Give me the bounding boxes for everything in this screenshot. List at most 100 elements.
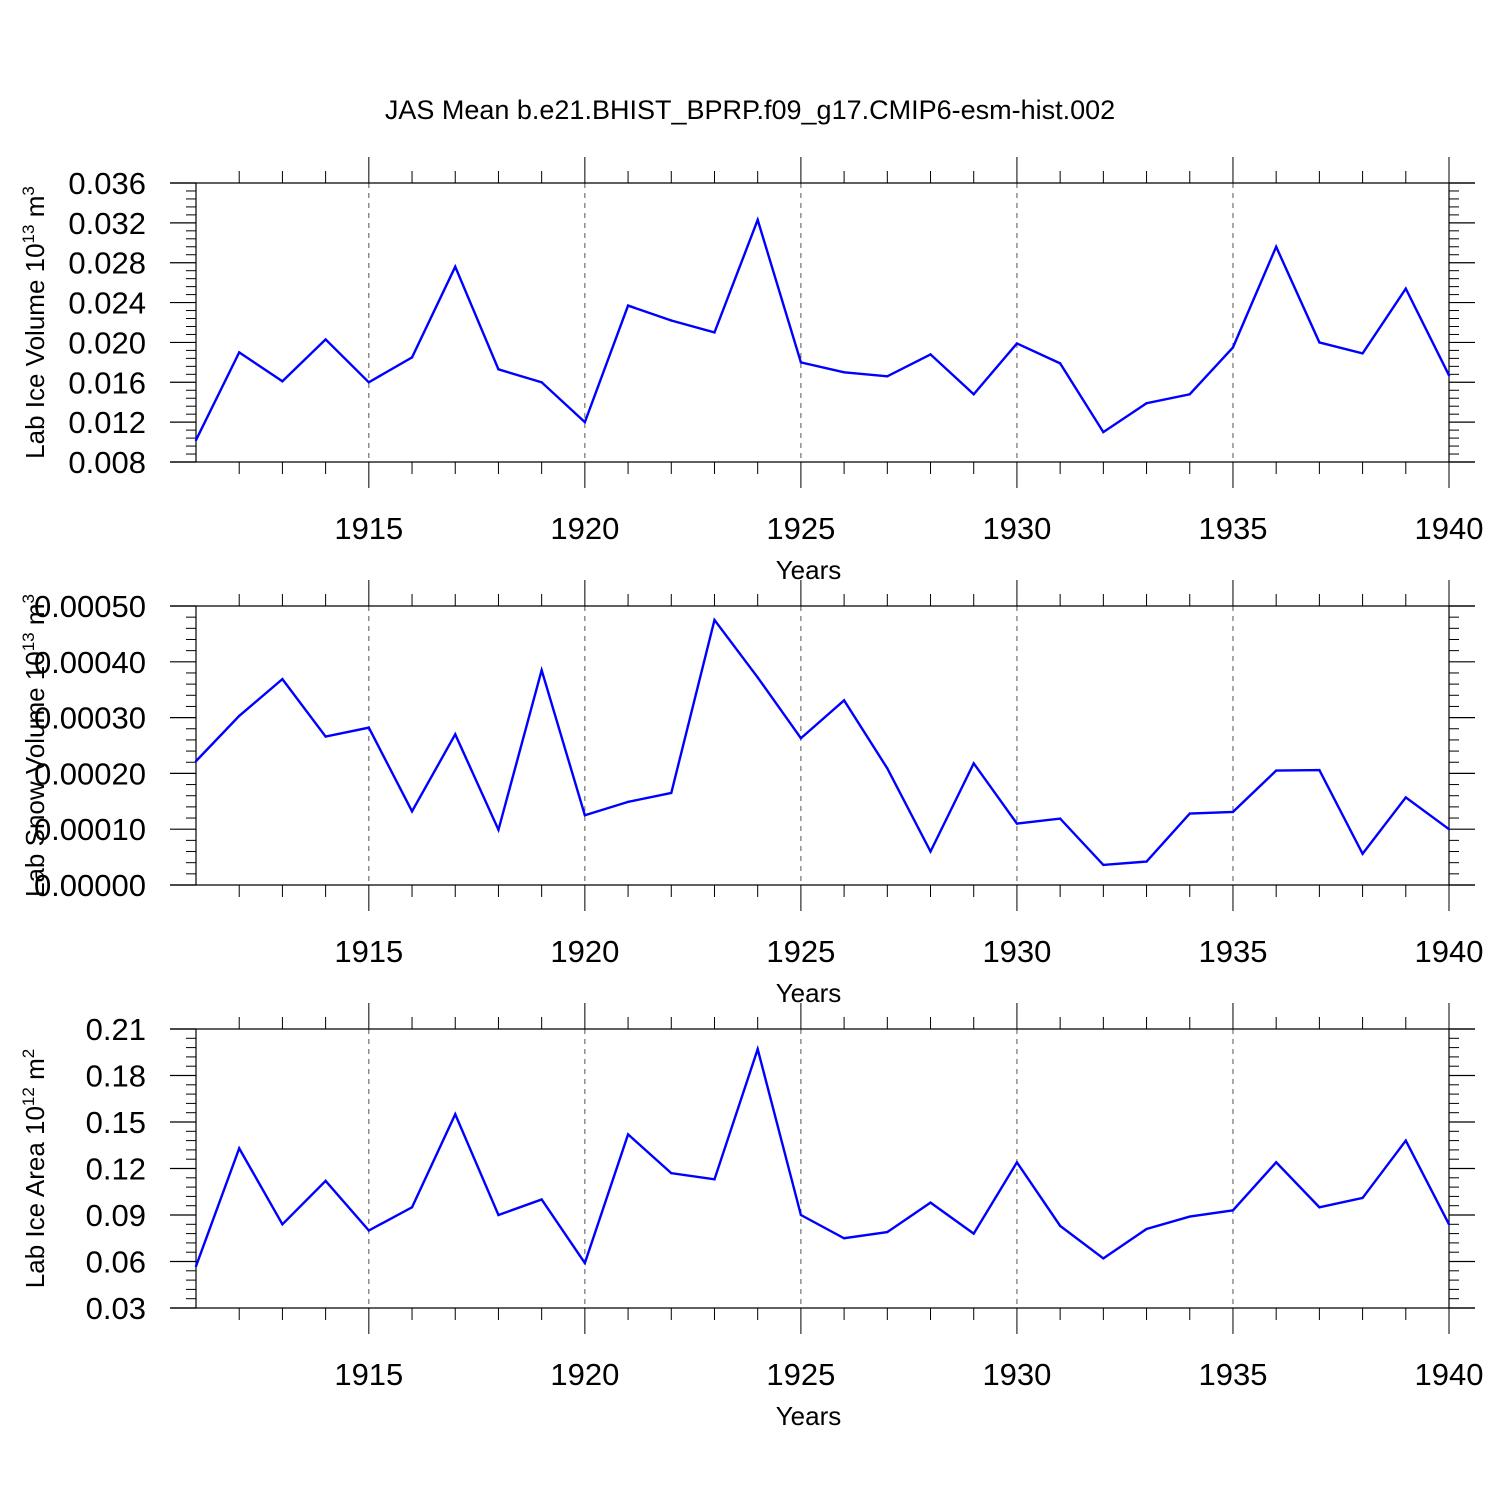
chart-panel-2: 0.00000 0.00010 0.00020 0.00030 0.00040 0.000… — [19, 580, 1483, 1008]
data-point — [756, 1047, 759, 1051]
y-tick-label: 0.00030 — [34, 701, 146, 736]
data-point — [929, 1201, 932, 1204]
x-tick-label: 1925 — [766, 511, 835, 546]
data-point — [713, 1178, 716, 1181]
y-tick-label: 0.012 — [68, 405, 146, 440]
data-point — [1447, 1223, 1451, 1226]
y-tick-label: 0.03 — [86, 1291, 146, 1326]
x-tick-label: 1935 — [1198, 934, 1267, 969]
x-tick-label: 1925 — [766, 934, 835, 969]
data-point — [583, 814, 587, 817]
data-point — [540, 1198, 543, 1201]
x-tick-label: 1935 — [1198, 511, 1267, 546]
data-point — [972, 762, 975, 765]
data-point — [886, 767, 889, 770]
data-point — [367, 381, 371, 384]
data-point — [1361, 852, 1364, 855]
y-axis-label-unit: m — [20, 196, 50, 225]
data-point — [454, 1113, 457, 1116]
y-tick-label: 0.00020 — [34, 756, 146, 791]
x-tick-label: 1940 — [1415, 511, 1484, 546]
y-tick-label: 0.09 — [86, 1198, 146, 1233]
data-point — [367, 1229, 371, 1232]
data-point — [842, 1237, 846, 1240]
data-point — [454, 265, 457, 268]
data-point — [1318, 1206, 1321, 1209]
y-axis-label-exponent: 13 — [19, 632, 38, 651]
x-tick-label: 1940 — [1415, 1357, 1484, 1392]
y-tick-label: 0.036 — [68, 166, 146, 201]
series-line — [194, 216, 1451, 441]
data-point — [1015, 1161, 1019, 1164]
data-point — [410, 356, 414, 359]
data-point — [1404, 796, 1407, 799]
data-point — [1188, 1215, 1191, 1218]
data-point — [540, 381, 543, 384]
data-point — [1058, 362, 1062, 365]
y-axis-label-exponent: 12 — [19, 1087, 38, 1106]
y-axis-label-unit: m — [20, 603, 50, 632]
data-point — [626, 1133, 630, 1136]
data-point — [1274, 769, 1278, 772]
data-point — [670, 1171, 673, 1175]
data-point — [1447, 374, 1451, 377]
y-tick-label: 0.00000 — [34, 868, 146, 903]
data-point — [799, 737, 803, 740]
y-axis-label: Lab Ice Area 1012 m2 — [19, 1049, 50, 1288]
x-tick-label: 1915 — [334, 1357, 403, 1392]
data-point — [713, 331, 716, 334]
y-tick-label: 0.00040 — [34, 645, 146, 680]
y-tick-label: 0.020 — [68, 325, 146, 360]
data-point — [1102, 430, 1105, 434]
data-point — [1145, 402, 1148, 405]
data-point — [713, 618, 716, 622]
data-point — [1188, 812, 1191, 815]
y-tick-label: 0.028 — [68, 246, 146, 281]
x-axis-label: Years — [776, 555, 842, 585]
y-axis-label-unit-exponent: 2 — [19, 1049, 38, 1058]
y-tick-label: 0.00010 — [34, 812, 146, 847]
data-point — [886, 375, 889, 378]
y-axis-label-unit-exponent: 3 — [19, 186, 38, 195]
data-point — [1102, 1257, 1105, 1260]
x-tick-label: 1940 — [1415, 934, 1484, 969]
figure-title: JAS Mean b.e21.BHIST_BPRP.f09_g17.CMIP6-… — [385, 95, 1115, 125]
y-tick-label: 0.21 — [86, 1012, 146, 1047]
data-point — [1404, 1139, 1407, 1142]
x-tick-label: 1930 — [982, 511, 1051, 546]
data-point — [497, 368, 500, 371]
data-point — [1145, 860, 1148, 863]
x-axis-label: Years — [776, 1401, 842, 1431]
chart-panel-3: 0.03 0.06 0.09 0.12 0.15 0.18 0.21 1915 1920 1925… — [19, 1003, 1483, 1431]
data-point — [1015, 822, 1019, 825]
x-tick-label: 1930 — [982, 934, 1051, 969]
x-tick-label: 1920 — [550, 511, 619, 546]
data-point — [1145, 1227, 1148, 1231]
data-point — [929, 353, 932, 356]
x-tick-label: 1930 — [982, 1357, 1051, 1392]
data-point — [1188, 393, 1191, 396]
data-point — [1361, 352, 1364, 355]
y-tick-label: 0.18 — [86, 1059, 146, 1094]
data-point — [238, 714, 241, 718]
series-line — [195, 617, 1450, 867]
y-axis-label-text: Lab Ice Area 10 — [20, 1106, 50, 1288]
data-point — [497, 828, 500, 831]
series-line — [194, 1044, 1451, 1267]
data-point — [1404, 287, 1407, 290]
data-point — [1231, 810, 1235, 814]
data-point — [1318, 768, 1321, 772]
data-point — [194, 438, 198, 442]
data-point — [842, 371, 846, 374]
data-point — [1274, 1161, 1278, 1164]
data-point — [626, 304, 630, 307]
data-point — [194, 1264, 198, 1268]
y-tick-label: 0.024 — [68, 286, 146, 321]
data-point — [1318, 341, 1321, 344]
data-point — [886, 1230, 889, 1234]
data-point — [583, 1261, 587, 1265]
x-tick-label: 1915 — [334, 934, 403, 969]
data-point — [281, 677, 284, 681]
data-point — [497, 1213, 500, 1217]
